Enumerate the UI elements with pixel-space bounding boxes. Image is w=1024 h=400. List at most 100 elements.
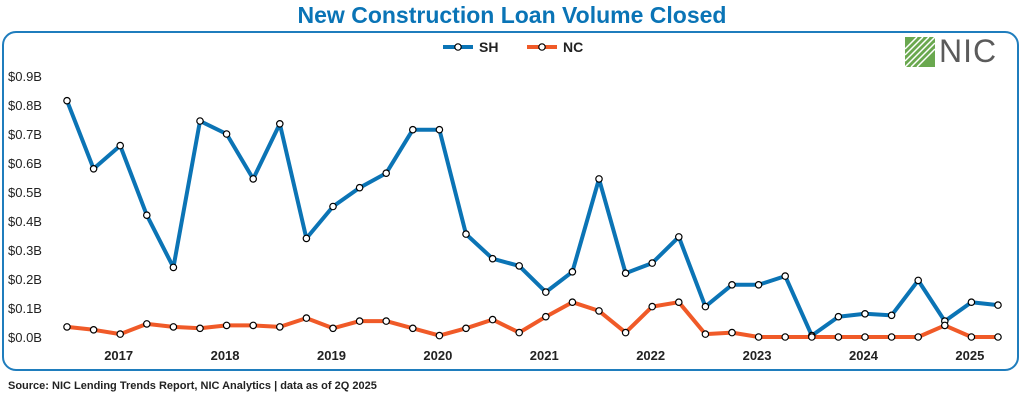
series-line-nc [66,300,998,339]
series-line-sh [65,99,999,338]
data-point-nc [222,321,231,330]
data-point-sh [914,276,923,285]
data-point-nc [994,333,1002,341]
x-tick-label: 2017 [104,348,133,363]
data-point-nc [595,307,603,315]
data-point-nc [169,323,178,331]
x-tick-label: 2024 [849,348,879,363]
x-tick-label: 2023 [743,348,772,363]
x-tick-label: 2019 [317,348,346,363]
data-point-nc [329,324,337,333]
y-tick-label: $0.7B [8,127,42,142]
x-tick-label: 2021 [530,348,559,363]
data-point-nc [807,333,816,341]
data-point-sh [595,175,603,183]
data-point-nc [196,324,204,333]
data-point-nc [462,324,470,333]
data-point-nc [435,331,444,340]
data-point-sh [408,125,417,134]
data-point-nc [728,328,736,337]
data-point-nc [249,321,258,330]
data-point-sh [196,117,204,125]
data-point-nc [488,315,497,324]
data-point-sh [648,259,657,267]
data-point-nc [914,333,923,341]
data-point-nc [568,298,577,307]
x-axis: 2017 2018 2019 2020 2021 2022 2023 2024 2025 [104,348,984,363]
x-tick-label: 2025 [955,348,984,363]
data-point-sh [515,262,524,270]
y-axis: $0.0B $0.1B $0.2B $0.3B $0.4B $0.5B $0.6B $0.7B… [8,69,42,345]
data-point-nc [648,302,657,311]
data-point-nc [621,328,630,337]
data-point-sh [861,309,869,318]
legend-sh-marker [454,43,462,51]
data-point-nc [89,325,98,334]
data-point-sh [355,183,364,192]
data-point-nc [967,333,976,341]
data-point-nc [302,314,311,322]
data-point-sh [382,169,391,178]
data-point-sh [329,202,337,211]
data-point-sh [781,272,790,280]
data-point-sh [143,211,151,220]
data-point-nc [515,328,524,337]
data-point-nc [674,298,683,307]
data-point-sh [302,234,311,243]
data-point-sh [994,301,1002,309]
data-point-sh [887,311,896,320]
data-point-sh [541,288,550,296]
legend-nc-marker [538,43,546,51]
y-tick-label: $0.2B [8,272,42,287]
data-point-nc [541,312,550,321]
data-point-nc [834,333,843,341]
data-point-sh [462,230,470,238]
x-tick-label: 2022 [636,348,665,363]
data-point-sh [728,280,736,289]
data-point-nc [781,333,790,341]
data-point-sh [834,312,843,321]
data-point-sh [967,298,976,307]
legend-nc-label: NC [563,39,583,55]
x-tick-label: 2018 [211,348,240,363]
data-point-sh [169,263,178,272]
data-point-nc [754,333,763,341]
data-point-sh [435,125,444,134]
chart-frame [2,31,1019,371]
chart-title: New Construction Loan Volume Closed [297,2,727,28]
nic-logo-icon [904,36,936,68]
data-point-nc [63,323,71,331]
data-point-sh [754,280,763,289]
y-tick-label: $0.8B [8,98,42,113]
data-point-sh [116,141,125,150]
y-tick-label: $0.1B [8,301,42,316]
y-tick-label: $0.6B [8,156,42,171]
data-point-sh [249,175,258,183]
data-point-nc [355,317,364,325]
series-layer [63,96,1002,341]
data-point-nc [887,333,896,341]
data-point-nc [143,320,151,328]
data-point-nc [861,333,869,341]
data-point-sh [89,165,98,173]
y-tick-label: $0.5B [8,185,42,200]
y-tick-label: $0.4B [8,214,42,229]
legend: SH NC [443,39,583,55]
data-point-sh [63,96,71,105]
source-note: Source: NIC Lending Trends Report, NIC A… [8,380,377,392]
y-tick-label: $0.0B [8,330,42,345]
data-point-sh [275,120,284,128]
data-point-sh [621,269,630,278]
data-point-nc [940,321,949,330]
logo-text: NIC [939,33,998,69]
data-point-sh [568,267,577,276]
nic-logo: NIC [904,33,1001,69]
data-point-nc [701,330,710,338]
data-point-nc [382,317,391,325]
data-point-sh [674,233,683,241]
y-tick-label: $0.9B [8,69,42,84]
data-point-sh [488,254,497,263]
x-tick-label: 2020 [423,348,452,363]
legend-sh-label: SH [479,39,498,55]
